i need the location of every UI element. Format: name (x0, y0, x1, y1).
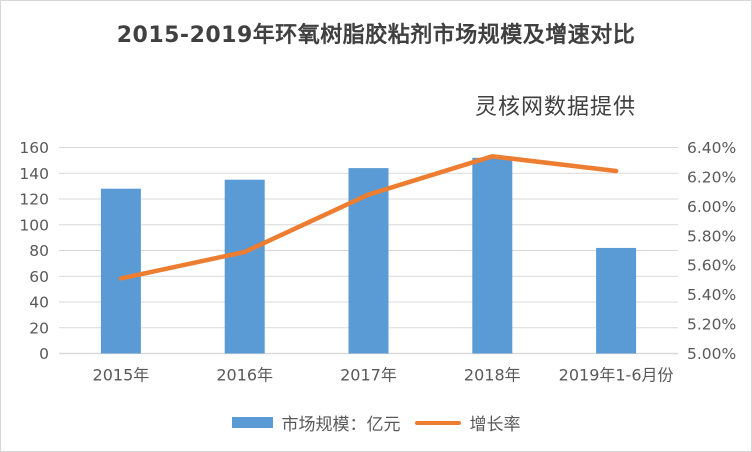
right-axis-tick-label: 5.40% (687, 286, 736, 304)
x-axis-label-2017年: 2017年 (340, 366, 397, 385)
bar-2015年 (100, 188, 141, 354)
left-axis-tick-label: 20 (29, 319, 49, 337)
source-note: 灵核网数据提供 (474, 95, 636, 120)
legend-bar-swatch (231, 417, 273, 428)
right-axis-tick-label: 6.20% (687, 168, 736, 186)
legend-market-label: 市场规模：亿元 (281, 415, 401, 435)
bar-2019年1-6月份 (596, 247, 637, 354)
right-axis-tick-label: 6.40% (687, 139, 736, 157)
legend-line-swatch (414, 420, 461, 425)
right-axis-tick-label: 5.60% (687, 257, 736, 275)
legend-item-growth: 增长率 (414, 410, 521, 435)
x-axis-label-2016年: 2016年 (216, 366, 273, 385)
right-axis-tick-label: 6.00% (687, 198, 736, 216)
right-axis-tick-label: 5.80% (687, 227, 736, 245)
left-axis-tick-label: 160 (19, 139, 49, 157)
x-axis-label-2015年: 2015年 (93, 366, 150, 385)
bar-2018年 (472, 157, 513, 354)
x-axis-label-2018年: 2018年 (464, 366, 521, 385)
left-axis-tick-label: 0 (39, 345, 49, 363)
legend: 市场规模：亿元 增长率 (1, 410, 751, 435)
x-axis-label-2019年1-6月份: 2019年1-6月份 (559, 366, 674, 385)
legend-item-market: 市场规模：亿元 (231, 410, 401, 435)
growth-rate-line (118, 154, 619, 281)
left-axis-tick-label: 80 (29, 242, 49, 260)
left-axis-tick-label: 120 (19, 191, 49, 209)
left-axis-tick-label: 100 (19, 216, 49, 234)
right-axis-tick-label: 5.00% (687, 345, 736, 363)
bar-2016年 (224, 179, 265, 354)
left-axis-tick-label: 60 (29, 268, 49, 286)
right-axis-tick-label: 5.20% (687, 316, 736, 334)
chart-title: 2015-2019年环氧树脂胶粘剂市场规模及增速对比 (116, 23, 636, 48)
left-axis-tick-label: 40 (29, 294, 49, 312)
left-axis-tick-label: 140 (19, 165, 49, 183)
legend-growth-label: 增长率 (469, 415, 521, 435)
